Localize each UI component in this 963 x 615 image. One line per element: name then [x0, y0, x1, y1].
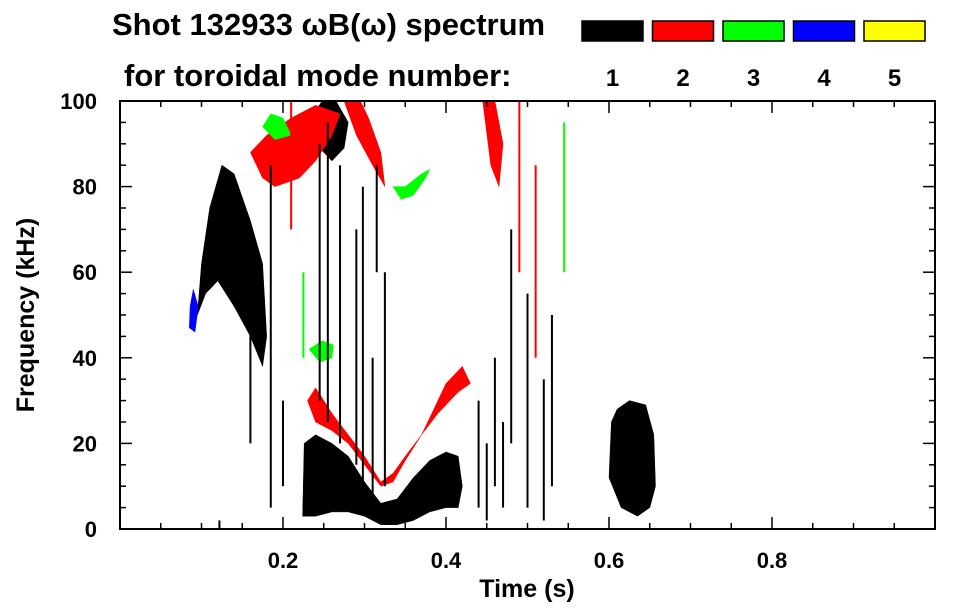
- region-mode-4-11: [189, 289, 199, 333]
- region-mode-1-3: [608, 400, 656, 517]
- axis-ticks: 0.2 0.4 0.6 0.8 0 20 40 60 80 100: [60, 89, 935, 573]
- spectral-streaks: [218, 101, 566, 529]
- x-tick-label: 0.8: [757, 548, 788, 573]
- region-mode-2-6: [343, 100, 386, 187]
- region-mode-1-1: [302, 434, 463, 525]
- y-tick-label: 0: [85, 517, 97, 542]
- chart-title-line1: Shot 132933 ωB(ω) spectrum: [112, 7, 545, 42]
- y-tick-label: 20: [73, 431, 97, 456]
- region-mode-2-7: [482, 100, 504, 187]
- legend-label-3: 3: [747, 65, 760, 92]
- legend-swatch-5: [863, 20, 926, 42]
- legend-swatch-2: [651, 20, 715, 42]
- legend-label-2: 2: [676, 65, 689, 92]
- region-mode-3-9: [308, 340, 334, 363]
- legend: 1 2 3 4 5: [581, 20, 926, 92]
- y-tick-label: 100: [60, 89, 97, 114]
- legend-label-5: 5: [888, 65, 901, 92]
- y-tick-label: 60: [73, 260, 97, 285]
- x-axis-label: Time (s): [479, 575, 574, 603]
- chart-title-line2: for toroidal mode number:: [124, 58, 512, 93]
- spectral-regions: [189, 100, 656, 525]
- region-mode-1-0: [197, 164, 267, 368]
- y-tick-label: 80: [73, 175, 97, 200]
- region-mode-3-8: [392, 168, 431, 200]
- y-axis-label: Frequency (kHz): [12, 218, 40, 412]
- legend-label-1: 1: [606, 65, 619, 92]
- legend-swatch-4: [792, 20, 856, 42]
- y-tick-label: 40: [73, 346, 97, 371]
- legend-swatch-1: [581, 20, 644, 42]
- plot-area: 0.2 0.4 0.6 0.8 0 20 40 60 80 100: [60, 89, 936, 573]
- region-mode-3-10: [262, 113, 292, 140]
- x-tick-label: 0.6: [594, 548, 625, 573]
- legend-swatch-3: [722, 20, 785, 42]
- x-tick-label: 0.4: [431, 548, 462, 573]
- legend-label-4: 4: [817, 65, 831, 92]
- x-tick-label: 0.2: [268, 548, 299, 573]
